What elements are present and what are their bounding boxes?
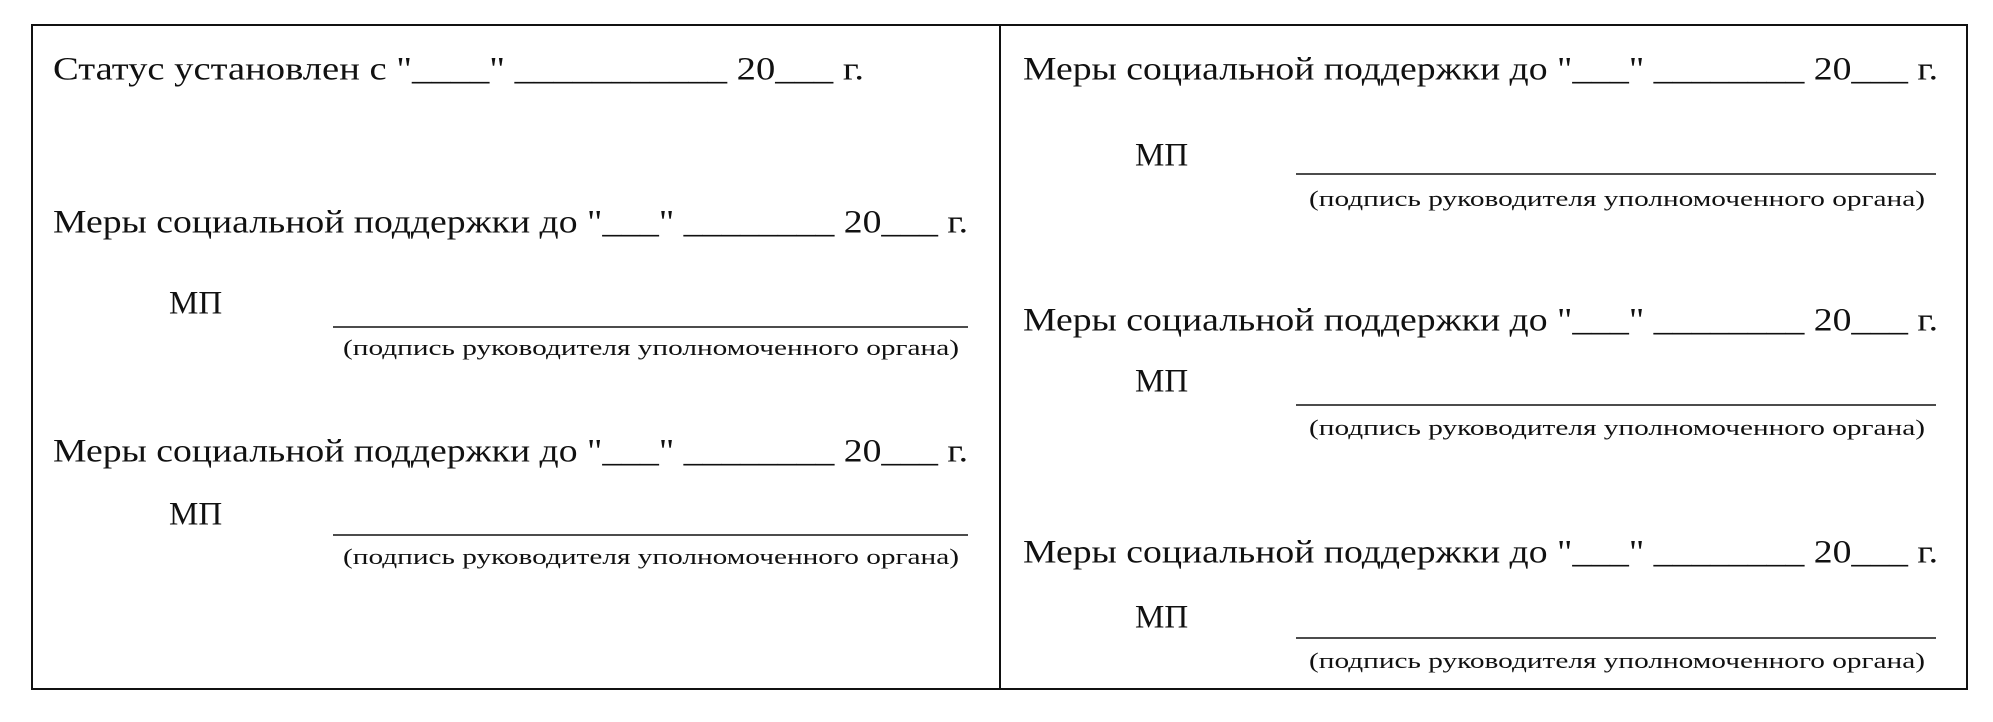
status-line: Статус установлен с "____" ___________ 2… bbox=[53, 52, 864, 88]
support-heading: Меры социальной поддержки до "___" _____… bbox=[53, 205, 968, 241]
stamp-label: МП bbox=[1135, 138, 1188, 174]
support-heading: Меры социальной поддержки до "___" _____… bbox=[1023, 303, 1938, 339]
support-heading: Меры социальной поддержки до "___" _____… bbox=[1023, 535, 1938, 571]
stamp-label: МП bbox=[1135, 364, 1188, 400]
signature-caption: (подпись руководителя уполномоченного ор… bbox=[343, 335, 959, 360]
stamp-label: МП bbox=[169, 286, 222, 322]
stamp-label: МП bbox=[169, 497, 222, 533]
signature-caption: (подпись руководителя уполномоченного ор… bbox=[1309, 648, 1925, 673]
signature-caption: (подпись руководителя уполномоченного ор… bbox=[343, 544, 959, 569]
signature-caption: (подпись руководителя уполномоченного ор… bbox=[1309, 186, 1925, 211]
signature-caption: (подпись руководителя уполномоченного ор… bbox=[1309, 415, 1925, 440]
support-heading: Меры социальной поддержки до "___" _____… bbox=[1023, 52, 1938, 88]
stamp-label: МП bbox=[1135, 600, 1188, 636]
support-heading: Меры социальной поддержки до "___" _____… bbox=[53, 434, 968, 470]
